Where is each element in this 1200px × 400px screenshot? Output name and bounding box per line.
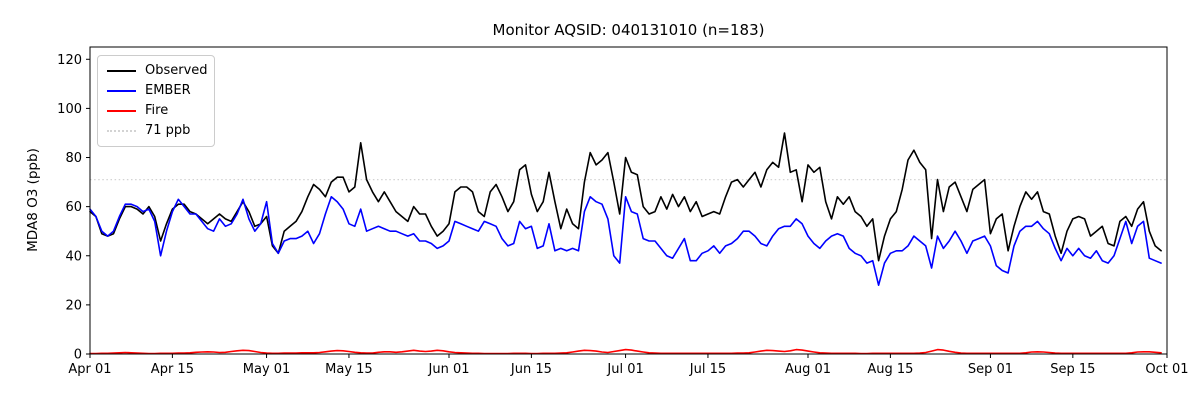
x-tick-label: Jul 15 [689, 362, 726, 377]
legend-label: 71 ppb [145, 123, 191, 138]
x-tick-label: Jun 15 [510, 362, 552, 377]
legend: Observed EMBER Fire 71 ppb [97, 55, 215, 147]
legend-swatch-observed [107, 70, 136, 72]
x-tick-label: Sep 15 [1050, 362, 1095, 377]
x-tick-label: Apr 15 [151, 362, 194, 377]
x-tick-label: May 01 [243, 362, 291, 377]
x-tick-label: Jul 01 [606, 362, 643, 377]
plot-frame [89, 46, 1168, 355]
ember-line [89, 196, 1162, 287]
legend-swatch-ember [107, 90, 136, 92]
fire-line [89, 348, 1162, 355]
x-tick-label: Aug 15 [867, 362, 913, 377]
y-tick-label: 40 [65, 249, 82, 264]
legend-item-71-ppb: 71 ppb [107, 123, 204, 139]
legend-item-fire: Fire [107, 103, 204, 119]
x-tick-label: Aug 01 [785, 362, 831, 377]
x-tick-label: Apr 01 [68, 362, 111, 377]
legend-label: Observed [145, 63, 208, 78]
chart-title: Monitor AQSID: 040131010 (n=183) [492, 21, 765, 39]
y-tick-label: 0 [74, 348, 82, 363]
x-tick-label: Oct 01 [1145, 362, 1188, 377]
x-tick-label: Sep 01 [968, 362, 1013, 377]
legend-swatch-71-ppb [107, 130, 136, 132]
legend-item-ember: EMBER [107, 83, 204, 99]
x-tick-label: Jun 01 [428, 362, 470, 377]
observed-line [89, 132, 1162, 262]
y-tick-label: 20 [65, 298, 82, 313]
y-tick-label: 60 [65, 200, 82, 215]
y-tick-label: 100 [57, 102, 82, 117]
legend-item-observed: Observed [107, 63, 208, 79]
legend-label: Fire [145, 103, 169, 118]
y-tick-label: 120 [57, 53, 82, 68]
legend-label: EMBER [145, 83, 191, 98]
x-tick-label: May 15 [325, 362, 373, 377]
y-tick-label: 80 [65, 151, 82, 166]
y-axis-label: MDA8 O3 (ppb) [25, 148, 41, 252]
legend-swatch-fire [107, 110, 136, 112]
